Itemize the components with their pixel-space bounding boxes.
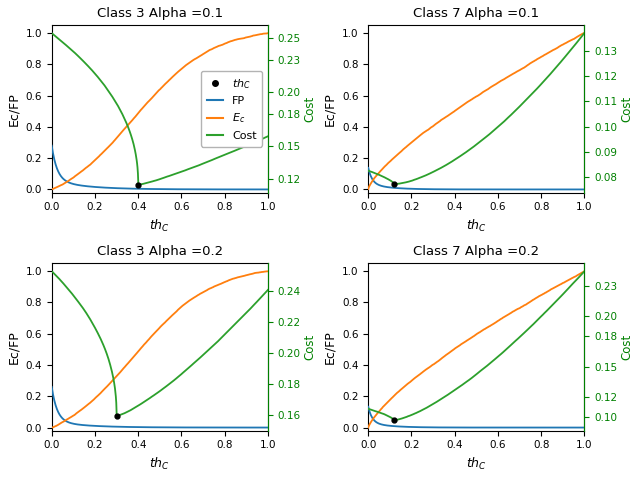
Y-axis label: Cost: Cost xyxy=(303,334,317,360)
Y-axis label: Ec/FP: Ec/FP xyxy=(7,92,20,126)
X-axis label: $th_C$: $th_C$ xyxy=(149,218,170,234)
Y-axis label: Ec/FP: Ec/FP xyxy=(323,330,337,364)
X-axis label: $th_C$: $th_C$ xyxy=(466,456,487,472)
Title: Class 7 Alpha =0.1: Class 7 Alpha =0.1 xyxy=(413,7,540,20)
Legend: $th_C$, FP, $E_c$, Cost: $th_C$, FP, $E_c$, Cost xyxy=(201,71,262,147)
Title: Class 3 Alpha =0.1: Class 3 Alpha =0.1 xyxy=(97,7,223,20)
Y-axis label: Ec/FP: Ec/FP xyxy=(323,92,337,126)
Y-axis label: Cost: Cost xyxy=(620,96,633,122)
Y-axis label: Ec/FP: Ec/FP xyxy=(7,330,20,364)
Title: Class 7 Alpha =0.2: Class 7 Alpha =0.2 xyxy=(413,245,540,258)
Title: Class 3 Alpha =0.2: Class 3 Alpha =0.2 xyxy=(97,245,223,258)
Y-axis label: Cost: Cost xyxy=(620,334,633,360)
Y-axis label: Cost: Cost xyxy=(303,96,317,122)
X-axis label: $th_C$: $th_C$ xyxy=(149,456,170,472)
X-axis label: $th_C$: $th_C$ xyxy=(466,218,487,234)
